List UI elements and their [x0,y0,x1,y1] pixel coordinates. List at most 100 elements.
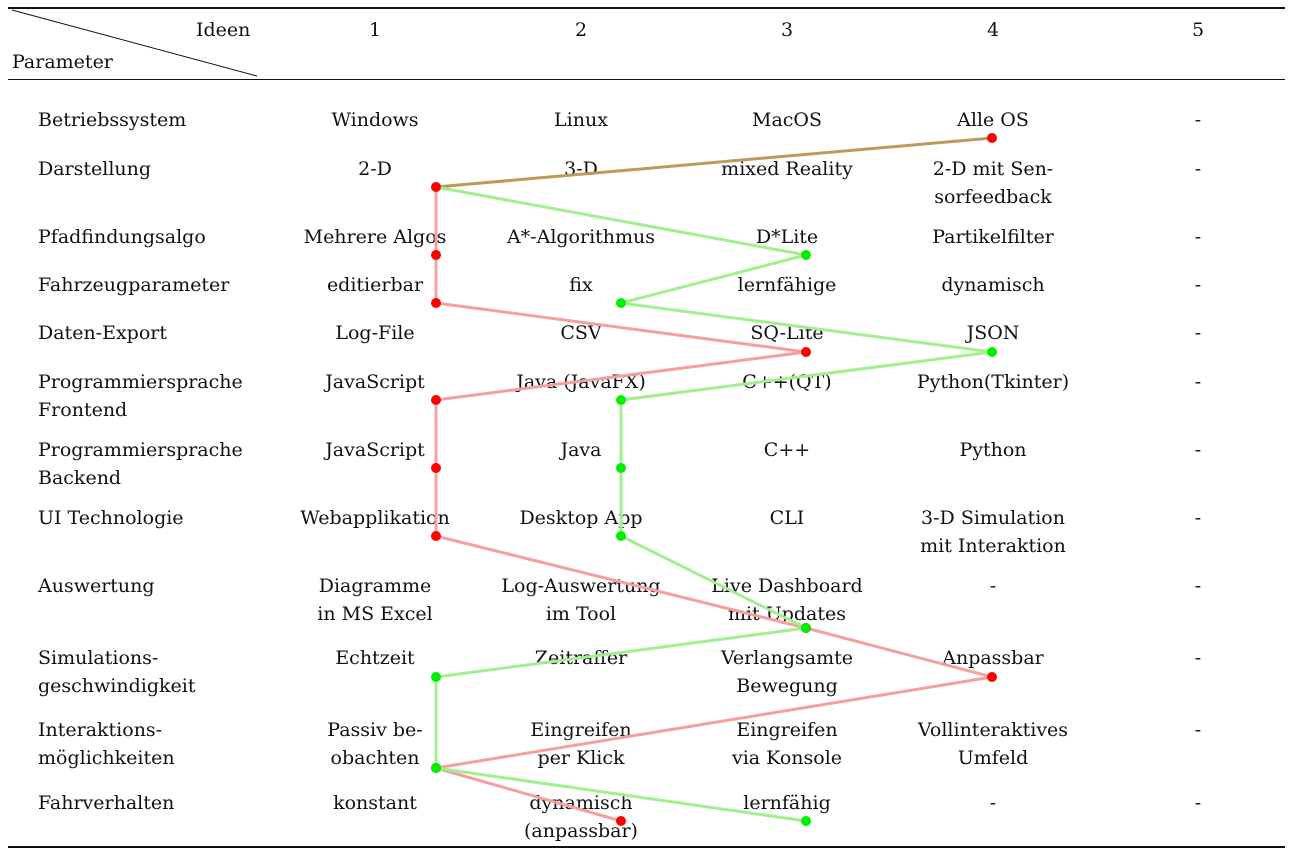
parameter-label: Interaktions-möglichkeiten [38,719,175,769]
option-cell: JavaScript [325,439,425,461]
option-cell: 3-D [564,158,598,180]
option-cell: Echtzeit [335,647,415,669]
path-dot [431,531,441,541]
option-cell: - [1194,158,1202,180]
option-cell: - [989,792,997,814]
option-cell: Live Dashboard mit Updates [711,575,863,625]
path-dot [987,133,997,143]
option-cell: - [1194,439,1202,461]
option-cell: MacOS [751,109,823,131]
option-cell: - [1194,109,1202,131]
parameter-label: Programmiersprache Backend [38,439,243,489]
option-cell: 2-D [358,158,392,180]
option-cell: Partikelfilter [932,226,1054,248]
option-cell: Python(Tkinter) [916,371,1070,393]
option-cell: Log-Auswertung im Tool [501,575,661,625]
option-cell: Linux [554,109,608,131]
parameter-label: Auswertung [38,575,155,597]
parameter-label: Simulations-geschwindigkeit [38,647,196,697]
option-cell: Mehrere Algos [303,226,447,248]
option-cell: Eingreifen per Klick [530,719,632,769]
option-cell: JSON [966,322,1020,344]
option-cell: - [1194,575,1202,597]
option-cell: Verlangsamte Bewegung [720,647,854,697]
option-cell: SQ-Lite [750,322,824,344]
option-cell: - [1194,507,1202,529]
option-cell: Java (JavaFX) [516,371,646,393]
option-cell: CSV [560,322,602,344]
path-dot [987,347,997,357]
parameter-label: UI Technologie [38,507,184,529]
option-cell: 3-D Simulation mit Interaktion [920,507,1066,557]
option-cell: lernfähige [737,274,837,296]
option-cell: D*Lite [755,226,819,248]
header-parameter: Parameter [12,51,113,73]
top-rule [8,7,1285,9]
path-dot [801,816,811,826]
option-cell: Vollinteraktives Umfeld [917,719,1069,769]
option-cell: mixed Reality [721,158,853,180]
option-cell: Log-File [335,322,415,344]
option-cell: 2-D mit Sen-sorfeedback [932,158,1054,208]
parameter-label: Betriebssystem [38,109,187,131]
option-cell: Alle OS [957,109,1029,131]
parameter-label: Daten-Export [38,322,168,344]
option-cell: - [1194,274,1202,296]
option-cell: Python [959,439,1027,461]
option-cell: Windows [331,109,419,131]
path-dot [616,395,626,405]
option-cell: CLI [769,507,805,529]
header-ideen: Ideen [196,19,251,41]
header-rule [8,79,1285,80]
option-cell: Anpassbar [942,647,1044,669]
option-cell: Desktop App [519,507,643,529]
option-cell: - [1194,792,1202,814]
path-dot [431,463,441,473]
option-cell: editierbar [326,274,424,296]
path-dot [431,395,441,405]
path-dot [616,463,626,473]
path-dot [987,672,997,682]
option-cell: konstant [333,792,417,814]
header-column-4: 4 [986,19,1000,41]
bottom-rule [8,846,1285,848]
option-cell: Eingreifen via Konsole [731,719,843,769]
path-dot [616,531,626,541]
option-cell: Passiv be-obachten [327,719,423,769]
option-cell: - [1194,719,1202,741]
path-dot [431,182,441,192]
path-dot [431,250,441,260]
header-diagonal [11,9,258,77]
option-cell: dynamisch (anpassbar) [524,792,638,842]
option-cell: Webapplikation [300,507,450,529]
option-cell: - [989,575,997,597]
path-dot [801,347,811,357]
option-cell: Diagramme in MS Excel [317,575,433,625]
option-cell: - [1194,226,1202,248]
option-cell: Zeitraffer [534,647,628,669]
option-cell: - [1194,322,1202,344]
option-cell: C++(QT) [742,371,832,393]
header-column-2: 2 [574,19,588,41]
parameter-label: Programmiersprache Frontend [38,371,243,421]
option-cell: JavaScript [325,371,425,393]
parameter-label: Fahrzeugparameter [38,274,230,296]
header-column-1: 1 [368,19,382,41]
option-cell: C++ [763,439,811,461]
option-cell: - [1194,371,1202,393]
header-column-5: 5 [1191,19,1205,41]
option-cell: dynamisch [941,274,1045,296]
parameter-label: Darstellung [38,158,152,180]
parameter-label: Fahrverhalten [38,792,175,814]
path-dot [801,250,811,260]
path-dot [431,298,441,308]
header-column-3: 3 [780,19,794,41]
option-cell: - [1194,647,1202,669]
option-cell: A*-Algorithmus [506,226,656,248]
option-cell: fix [569,274,593,296]
option-cell: Java [560,439,602,461]
path-dot [616,298,626,308]
path-dot [431,672,441,682]
parameter-label: Pfadfindungsalgo [38,226,206,248]
